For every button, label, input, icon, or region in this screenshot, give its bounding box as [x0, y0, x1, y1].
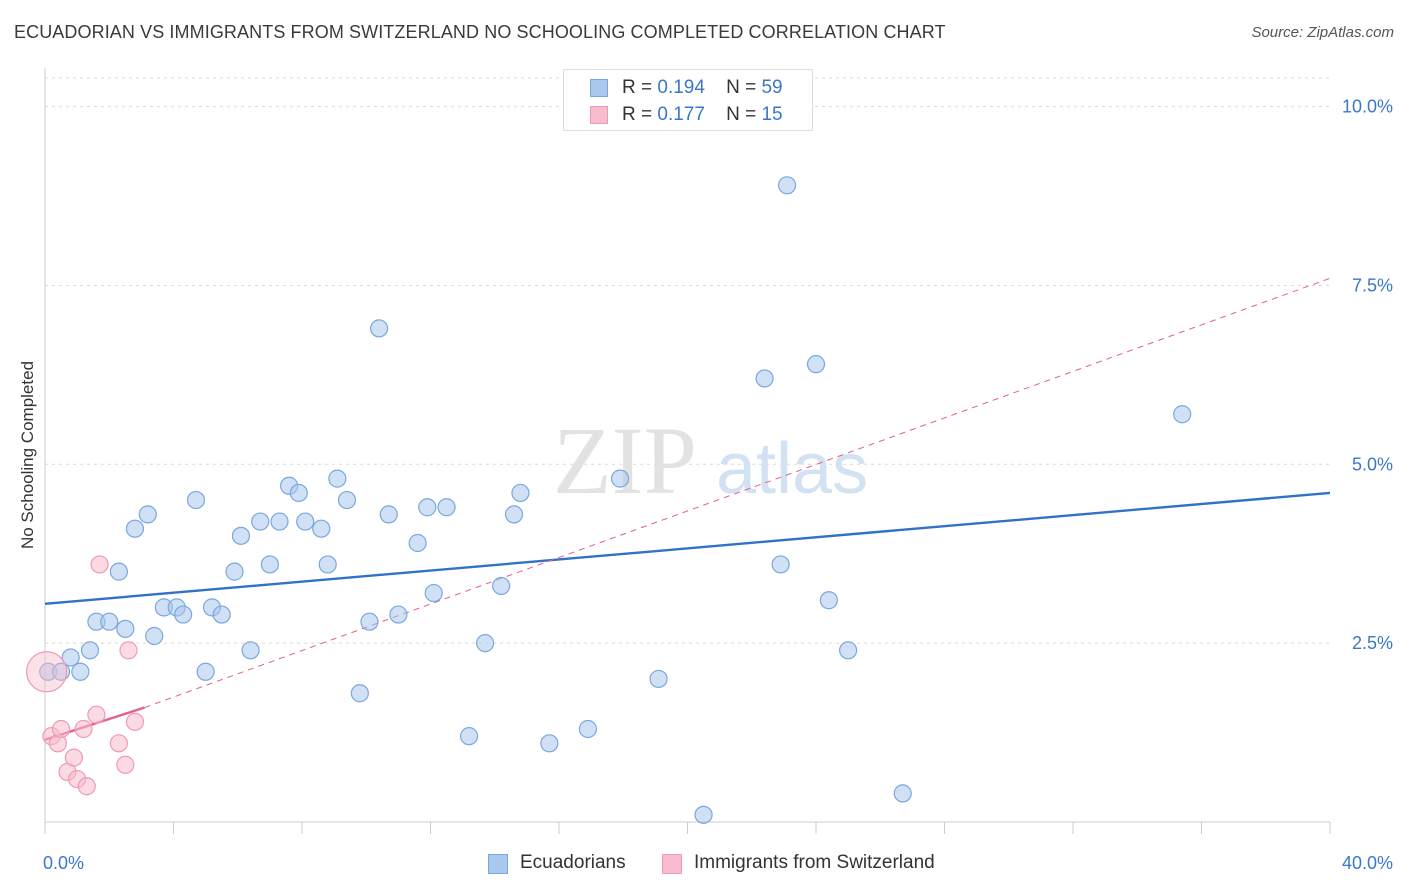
- point-ecuadorian: [649, 669, 668, 689]
- watermark-atlas: atlas: [716, 429, 868, 509]
- point-ecuadorian: [241, 641, 260, 660]
- legend-r-value: 0.194: [657, 77, 705, 98]
- point-ecuadorian: [80, 641, 100, 660]
- point-ecuadorian: [459, 727, 479, 746]
- point-ecuadorian: [492, 576, 511, 596]
- point-ecuadorian: [389, 605, 408, 624]
- point-ecuadorian: [289, 483, 308, 503]
- point-switzerland: [87, 705, 106, 724]
- point-ecuadorian: [379, 505, 398, 524]
- point-ecuadorian: [839, 641, 858, 660]
- legend-r-label: R =: [622, 104, 653, 125]
- legend-r-label: R =: [622, 77, 653, 98]
- point-ecuadorian: [476, 634, 495, 653]
- point-switzerland: [77, 777, 96, 796]
- point-ecuadorian: [270, 512, 289, 531]
- point-switzerland: [26, 651, 68, 693]
- point-ecuadorian: [318, 555, 337, 574]
- point-ecuadorian: [109, 562, 128, 581]
- y-tick-label: 10.0%: [1342, 97, 1393, 117]
- point-ecuadorian: [196, 662, 215, 681]
- point-ecuadorian: [1173, 405, 1192, 424]
- point-switzerland: [119, 641, 138, 660]
- point-ecuadorian: [350, 684, 369, 703]
- point-ecuadorian: [418, 498, 437, 517]
- point-ecuadorian: [755, 369, 774, 388]
- point-ecuadorian: [116, 619, 135, 638]
- y-axis-label: No Schooling Completed: [18, 361, 37, 549]
- point-ecuadorian: [511, 483, 530, 503]
- point-ecuadorian: [540, 734, 559, 753]
- y-tick-label: 7.5%: [1352, 275, 1393, 295]
- point-ecuadorian: [100, 612, 119, 631]
- trendline-switzerland-extension: [144, 277, 1331, 709]
- point-ecuadorian: [51, 662, 71, 681]
- point-ecuadorian: [296, 512, 315, 531]
- point-ecuadorian: [504, 505, 524, 524]
- point-switzerland: [64, 748, 84, 767]
- watermark-zip: ZIP: [553, 407, 697, 514]
- point-ecuadorian: [360, 612, 379, 631]
- point-ecuadorian: [71, 662, 90, 681]
- point-ecuadorian: [337, 490, 357, 510]
- y-tick-label: 2.5%: [1352, 633, 1393, 653]
- point-ecuadorian: [578, 719, 598, 739]
- point-ecuadorian: [212, 605, 231, 624]
- point-ecuadorian: [328, 469, 347, 488]
- tick-labels: 2.5% 5.0% 7.5% 10.0% 0.0% 40.0%: [43, 97, 1393, 873]
- point-ecuadorian: [893, 784, 912, 803]
- trendline-ecuadorians: [44, 491, 1331, 606]
- legend-swatch-pink: [590, 106, 608, 124]
- point-ecuadorian: [806, 355, 826, 374]
- y-tick-label: 5.0%: [1352, 454, 1393, 474]
- legend-r-value: 0.177: [657, 104, 705, 125]
- point-ecuadorian: [694, 805, 713, 824]
- legend-swatch-blue: [488, 854, 508, 874]
- point-ecuadorian: [174, 605, 193, 624]
- point-ecuadorian: [437, 498, 456, 517]
- point-switzerland: [125, 712, 145, 731]
- point-ecuadorian: [251, 512, 270, 531]
- point-ecuadorian: [610, 469, 630, 488]
- source-label: Source: ZipAtlas.com: [1251, 24, 1394, 41]
- point-ecuadorian: [777, 176, 797, 195]
- data-points: [26, 176, 1192, 824]
- gridlines: [45, 77, 1330, 644]
- point-ecuadorian: [138, 505, 157, 524]
- x-tick-label: 0.0%: [43, 853, 84, 873]
- point-ecuadorian: [186, 490, 206, 510]
- point-ecuadorian: [408, 533, 427, 553]
- point-switzerland: [74, 719, 93, 739]
- point-switzerland: [51, 719, 71, 739]
- legend-swatch-blue: [590, 79, 608, 97]
- point-switzerland: [90, 555, 109, 574]
- point-ecuadorian: [424, 583, 443, 603]
- legend-label: Immigrants from Switzerland: [694, 852, 935, 873]
- axes: [44, 68, 1331, 834]
- legend-n-value: 59: [761, 77, 783, 98]
- legend-swatch-pink: [662, 854, 682, 874]
- correlation-legend: R = 0.194 N = 59 R = 0.177 N = 15: [563, 69, 813, 131]
- point-switzerland: [109, 734, 128, 753]
- point-ecuadorian: [125, 519, 145, 538]
- point-ecuadorian: [225, 562, 244, 581]
- legend-label: Ecuadorians: [520, 852, 626, 873]
- legend-n-label: N =: [726, 104, 757, 125]
- x-tick-label: 40.0%: [1342, 853, 1393, 873]
- point-ecuadorian: [312, 519, 331, 538]
- point-ecuadorian: [370, 319, 389, 338]
- chart-title: ECUADORIAN VS IMMIGRANTS FROM SWITZERLAN…: [14, 22, 946, 42]
- point-ecuadorian: [819, 591, 838, 610]
- point-ecuadorian: [61, 648, 80, 667]
- point-ecuadorian: [231, 526, 251, 545]
- point-ecuadorian: [260, 555, 279, 574]
- watermark: ZIP atlas: [553, 407, 868, 514]
- point-ecuadorian: [771, 555, 790, 574]
- point-ecuadorian: [145, 626, 164, 646]
- legend-n-label: N =: [726, 77, 757, 98]
- legend-n-value: 15: [761, 104, 783, 125]
- point-switzerland: [116, 755, 135, 774]
